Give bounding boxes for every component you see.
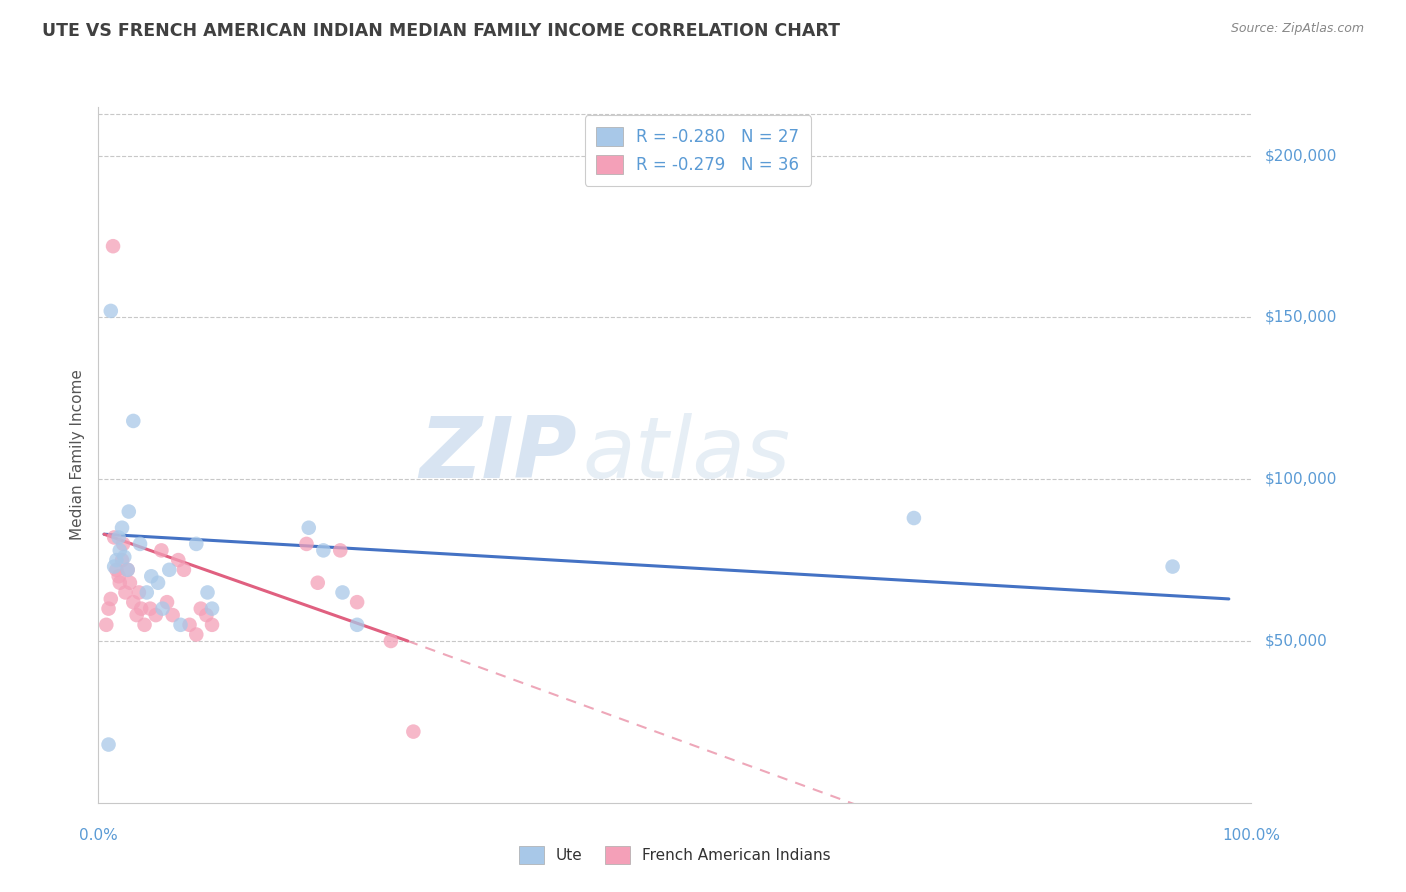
Point [295,537,318,551]
Point [97,601,120,615]
Point [100,304,122,318]
Point [329,543,352,558]
Point [169,617,191,632]
Point [162,608,184,623]
Y-axis label: Median Family Income: Median Family Income [69,369,84,541]
Point [117,563,139,577]
Point [152,601,174,615]
Point [139,601,162,615]
Text: $100,000: $100,000 [1265,472,1337,487]
Point [201,617,224,632]
Point [108,543,131,558]
Point [201,601,224,615]
Point [134,617,156,632]
Point [112,537,135,551]
Point [346,617,368,632]
Point [190,601,212,615]
Point [122,595,145,609]
Text: UTE VS FRENCH AMERICAN INDIAN MEDIAN FAMILY INCOME CORRELATION CHART: UTE VS FRENCH AMERICAN INDIAN MEDIAN FAM… [42,22,841,40]
Point [96,617,118,632]
Point [135,585,157,599]
Legend: Ute, French American Indians: Ute, French American Indians [512,838,838,871]
Point [332,585,354,599]
Point [346,595,368,609]
Point [103,531,125,545]
Point [105,563,128,577]
Point [103,559,125,574]
Point [157,563,180,577]
Point [173,563,195,577]
Point [128,585,150,599]
Point [156,595,179,609]
Point [1161,559,1184,574]
Point [118,575,141,590]
Point [186,627,208,641]
Text: $200,000: $200,000 [1265,148,1337,163]
Point [129,537,152,551]
Point [101,239,124,253]
Point [402,724,425,739]
Point [117,563,139,577]
Point [186,537,208,551]
Point [112,549,135,564]
Text: 100.0%: 100.0% [1222,828,1281,843]
Point [107,531,129,545]
Point [111,521,134,535]
Point [145,608,167,623]
Point [107,569,129,583]
Point [125,608,148,623]
Point [100,591,122,606]
Point [197,585,219,599]
Text: $50,000: $50,000 [1265,633,1329,648]
Point [150,543,173,558]
Point [118,504,141,518]
Point [105,553,128,567]
Text: $150,000: $150,000 [1265,310,1337,325]
Point [111,553,134,567]
Point [108,575,131,590]
Text: 0.0%: 0.0% [79,828,118,843]
Point [298,521,321,535]
Point [146,575,169,590]
Text: atlas: atlas [582,413,790,497]
Text: ZIP: ZIP [419,413,576,497]
Point [167,553,190,567]
Point [97,738,120,752]
Point [307,575,329,590]
Point [114,585,136,599]
Point [179,617,201,632]
Point [312,543,335,558]
Point [903,511,925,525]
Point [141,569,163,583]
Point [129,601,152,615]
Point [380,634,402,648]
Point [122,414,145,428]
Text: Source: ZipAtlas.com: Source: ZipAtlas.com [1230,22,1364,36]
Point [195,608,218,623]
